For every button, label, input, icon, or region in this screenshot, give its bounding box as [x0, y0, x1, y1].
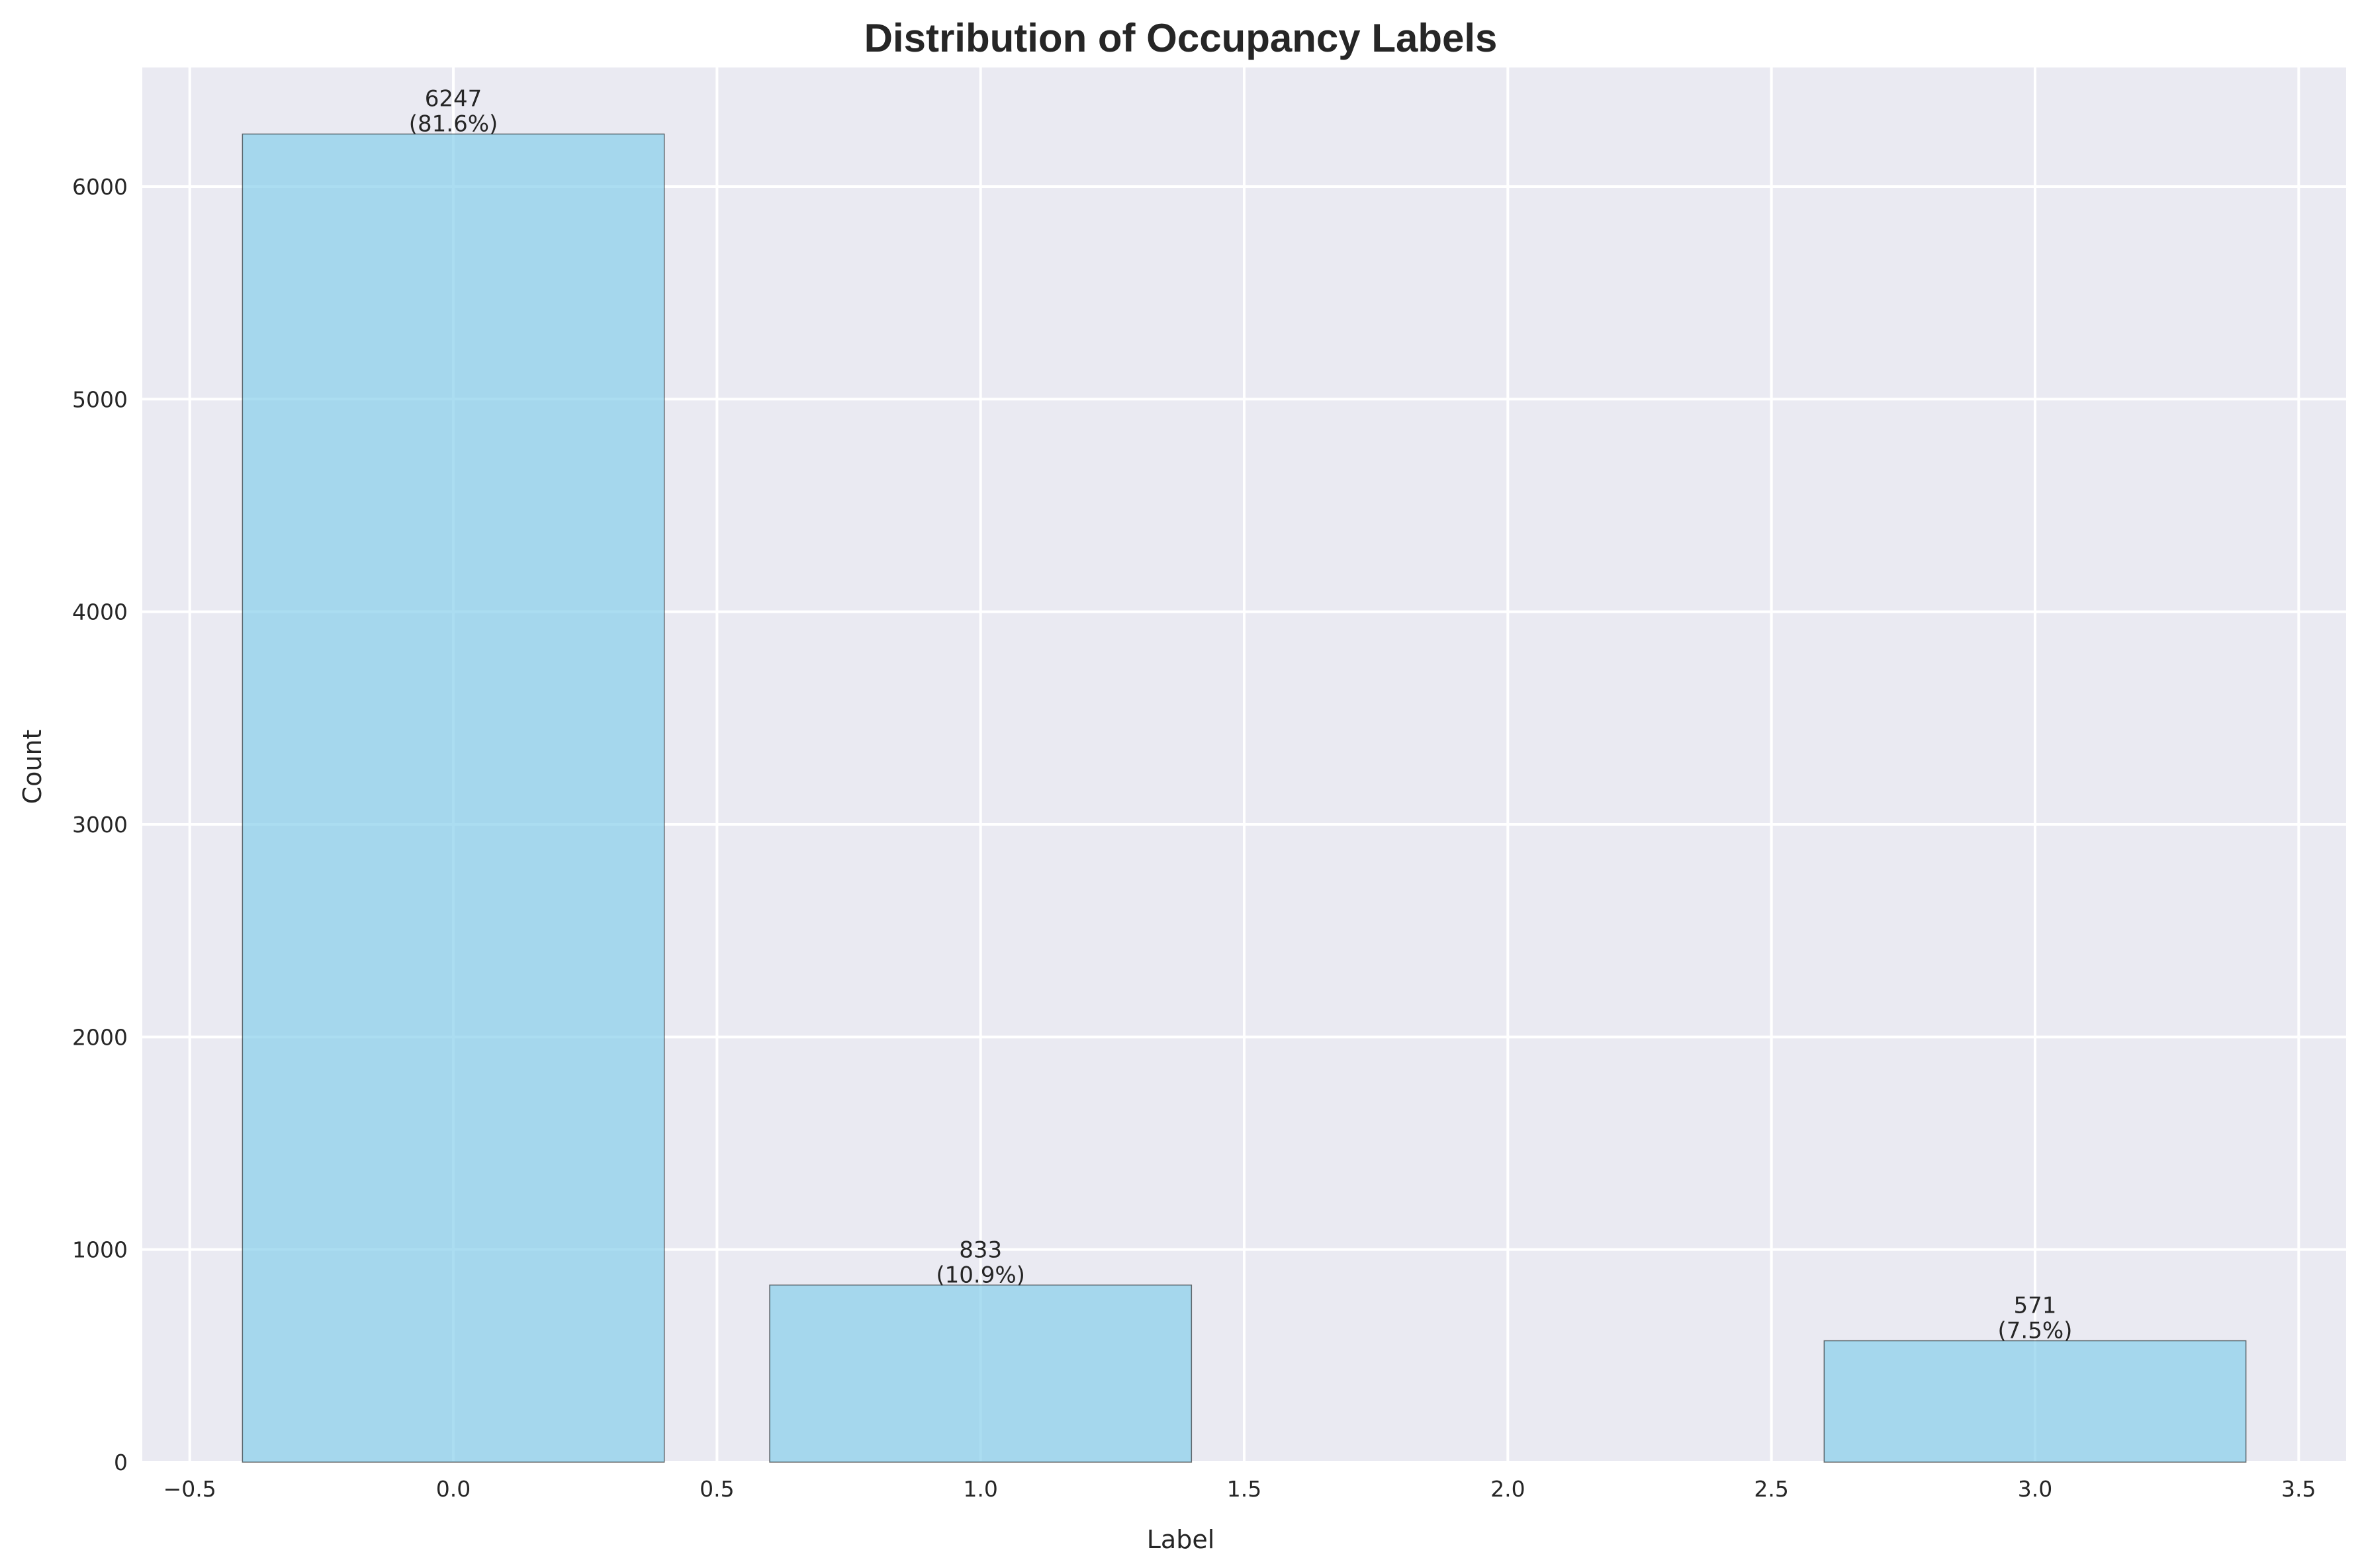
bar-value-label: 6247: [425, 86, 482, 112]
y-tick-label: 6000: [72, 174, 128, 200]
x-tick-label: 2.5: [1754, 1476, 1788, 1502]
bar-value-label: 571: [2014, 1293, 2057, 1319]
x-tick-label: 0.0: [436, 1476, 471, 1502]
bar-percent-label: (7.5%): [1998, 1318, 2073, 1344]
bar-3: [1823, 1340, 2247, 1463]
x-tick-label: 1.5: [1227, 1476, 1261, 1502]
y-axis-label: Count: [18, 730, 47, 805]
y-tick-label: 2000: [72, 1024, 128, 1050]
bar-percent-label: (81.6%): [409, 111, 498, 138]
chart-title: Distribution of Occupancy Labels: [864, 16, 1498, 60]
x-tick-label: 0.5: [700, 1476, 734, 1502]
y-tick-label: 4000: [72, 599, 128, 625]
x-tick-label: 3.5: [2281, 1476, 2316, 1502]
x-axis-label: Label: [1147, 1525, 1215, 1554]
data-labels: 6247(81.6%) 833(10.9%) 571(7.5%): [409, 86, 2073, 1344]
bar-1: [769, 1284, 1193, 1463]
x-tick-label: 1.0: [963, 1476, 997, 1502]
x-tick-label: 3.0: [2018, 1476, 2052, 1502]
bar-percent-label: (10.9%): [936, 1262, 1025, 1288]
x-tick-label: 2.0: [1490, 1476, 1525, 1502]
y-tick-label: 1000: [72, 1237, 128, 1263]
bar-value-label: 833: [959, 1237, 1002, 1263]
x-axis-ticks: −0.5 0.0 0.5 1.0 1.5 2.0 2.5 3.0 3.5: [163, 1476, 2316, 1502]
y-tick-label: 0: [114, 1450, 128, 1475]
y-tick-label: 5000: [72, 386, 128, 412]
x-tick-label: −0.5: [163, 1476, 216, 1502]
y-tick-label: 3000: [72, 812, 128, 838]
y-axis-ticks: 0 1000 2000 3000 4000 5000 6000: [72, 174, 128, 1475]
bar-0: [242, 133, 665, 1463]
bars: [242, 133, 2247, 1463]
